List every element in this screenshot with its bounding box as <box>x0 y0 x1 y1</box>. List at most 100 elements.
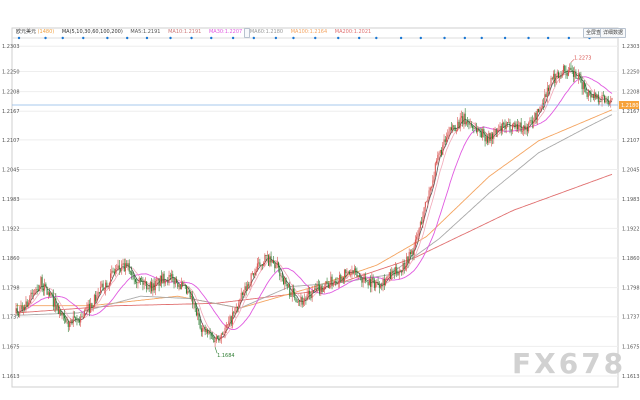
candle-body <box>426 201 428 203</box>
candle-body <box>289 285 291 297</box>
candle-body <box>460 116 462 118</box>
event-dot <box>210 36 213 40</box>
candle-body <box>54 298 56 307</box>
candle-body <box>575 71 577 79</box>
candle-body <box>585 88 587 93</box>
candle-body <box>59 309 61 314</box>
candle-body <box>495 129 497 133</box>
candle-body <box>562 65 564 73</box>
candle-body <box>227 324 229 326</box>
candle-body <box>24 306 26 310</box>
event-dot <box>125 36 129 40</box>
candle-body <box>41 277 43 289</box>
candle-body <box>57 306 59 314</box>
candle-body <box>264 254 266 263</box>
candle-body <box>334 281 336 284</box>
low-pointer <box>214 347 218 354</box>
candle-body <box>428 190 430 200</box>
candle-body <box>195 307 197 316</box>
candle-body <box>269 256 271 266</box>
candle-body <box>75 317 77 320</box>
candle-body <box>483 129 485 135</box>
candle-body <box>171 274 173 277</box>
candle-body <box>530 120 532 121</box>
candle-body <box>291 288 293 297</box>
candle-body <box>535 113 537 120</box>
candle-body <box>290 296 292 297</box>
candle-body <box>133 275 135 280</box>
candle-body <box>268 255 270 266</box>
candle-body <box>330 276 332 286</box>
candle-body <box>506 122 508 124</box>
candle-body <box>56 306 58 310</box>
event-dot <box>17 36 21 40</box>
candle-body <box>570 67 572 71</box>
candle-body <box>65 318 67 322</box>
y-tick-label-left: 1.1613 <box>2 374 20 380</box>
candle-body <box>560 76 562 77</box>
candle-body <box>208 331 210 334</box>
candle-body <box>95 294 97 302</box>
candle-body <box>422 216 424 224</box>
candle-body <box>424 201 426 208</box>
candle-body <box>403 262 405 269</box>
chart-legend: 欧元美元 (1480) MA(5,10,30,60,100,200) MA5:1… <box>16 28 377 35</box>
candle-body <box>103 289 105 291</box>
event-dot <box>145 36 149 40</box>
candle-body <box>438 153 440 156</box>
y-tick-label: 1.1613 <box>622 374 640 380</box>
candle-body <box>394 267 396 275</box>
candle-body <box>29 298 31 303</box>
candle-body <box>469 124 471 125</box>
candle-body <box>358 275 360 277</box>
candle-body <box>518 126 520 130</box>
candle-body <box>556 72 558 74</box>
candle-body <box>243 292 245 295</box>
legend-ma10: MA10:1.2191 <box>168 29 202 35</box>
candle-body <box>292 288 294 293</box>
candle-body <box>307 290 309 295</box>
candle-body <box>25 301 27 310</box>
candle-body <box>42 288 44 291</box>
candle-body <box>184 284 186 286</box>
candle-body <box>329 285 331 288</box>
candle-body <box>452 125 454 130</box>
candle-body <box>409 252 411 255</box>
ma60-line <box>16 114 613 316</box>
candle-body <box>203 327 205 329</box>
candle-body <box>88 303 90 313</box>
candle-body <box>52 294 54 307</box>
candle-body <box>143 282 145 285</box>
event-dot <box>375 36 378 40</box>
candle-body <box>498 130 500 131</box>
candle-body <box>21 305 23 310</box>
candle-body <box>51 292 53 295</box>
candle-body <box>418 228 420 234</box>
detail-data-button[interactable]: 详细数据 <box>600 28 627 38</box>
candle-body <box>177 282 179 287</box>
candle-body <box>582 82 584 90</box>
candle-body <box>101 283 103 287</box>
candle-body <box>105 282 107 290</box>
candle-body <box>183 284 185 286</box>
candle-body <box>429 187 431 191</box>
candle-body <box>202 328 204 332</box>
candle-body <box>477 128 479 132</box>
watermark-logo: FX678 <box>512 347 627 380</box>
y-tick-label-left: 1.1922 <box>2 226 20 232</box>
candle-body <box>188 291 190 292</box>
candle-body <box>448 131 450 135</box>
y-tick-label-left: 1.1798 <box>2 286 20 292</box>
candle-body <box>381 285 383 287</box>
candle-body <box>373 279 375 288</box>
candle-body <box>234 308 236 314</box>
settings-checkbox[interactable] <box>244 28 250 38</box>
candle-body <box>392 270 394 273</box>
candle-body <box>408 252 410 264</box>
candle-body <box>550 78 552 86</box>
candle-body <box>591 95 593 98</box>
candle-body <box>219 338 221 341</box>
candle-body <box>393 272 395 275</box>
candle-body <box>107 285 109 287</box>
y-tick-label-left: 1.1737 <box>2 315 20 321</box>
